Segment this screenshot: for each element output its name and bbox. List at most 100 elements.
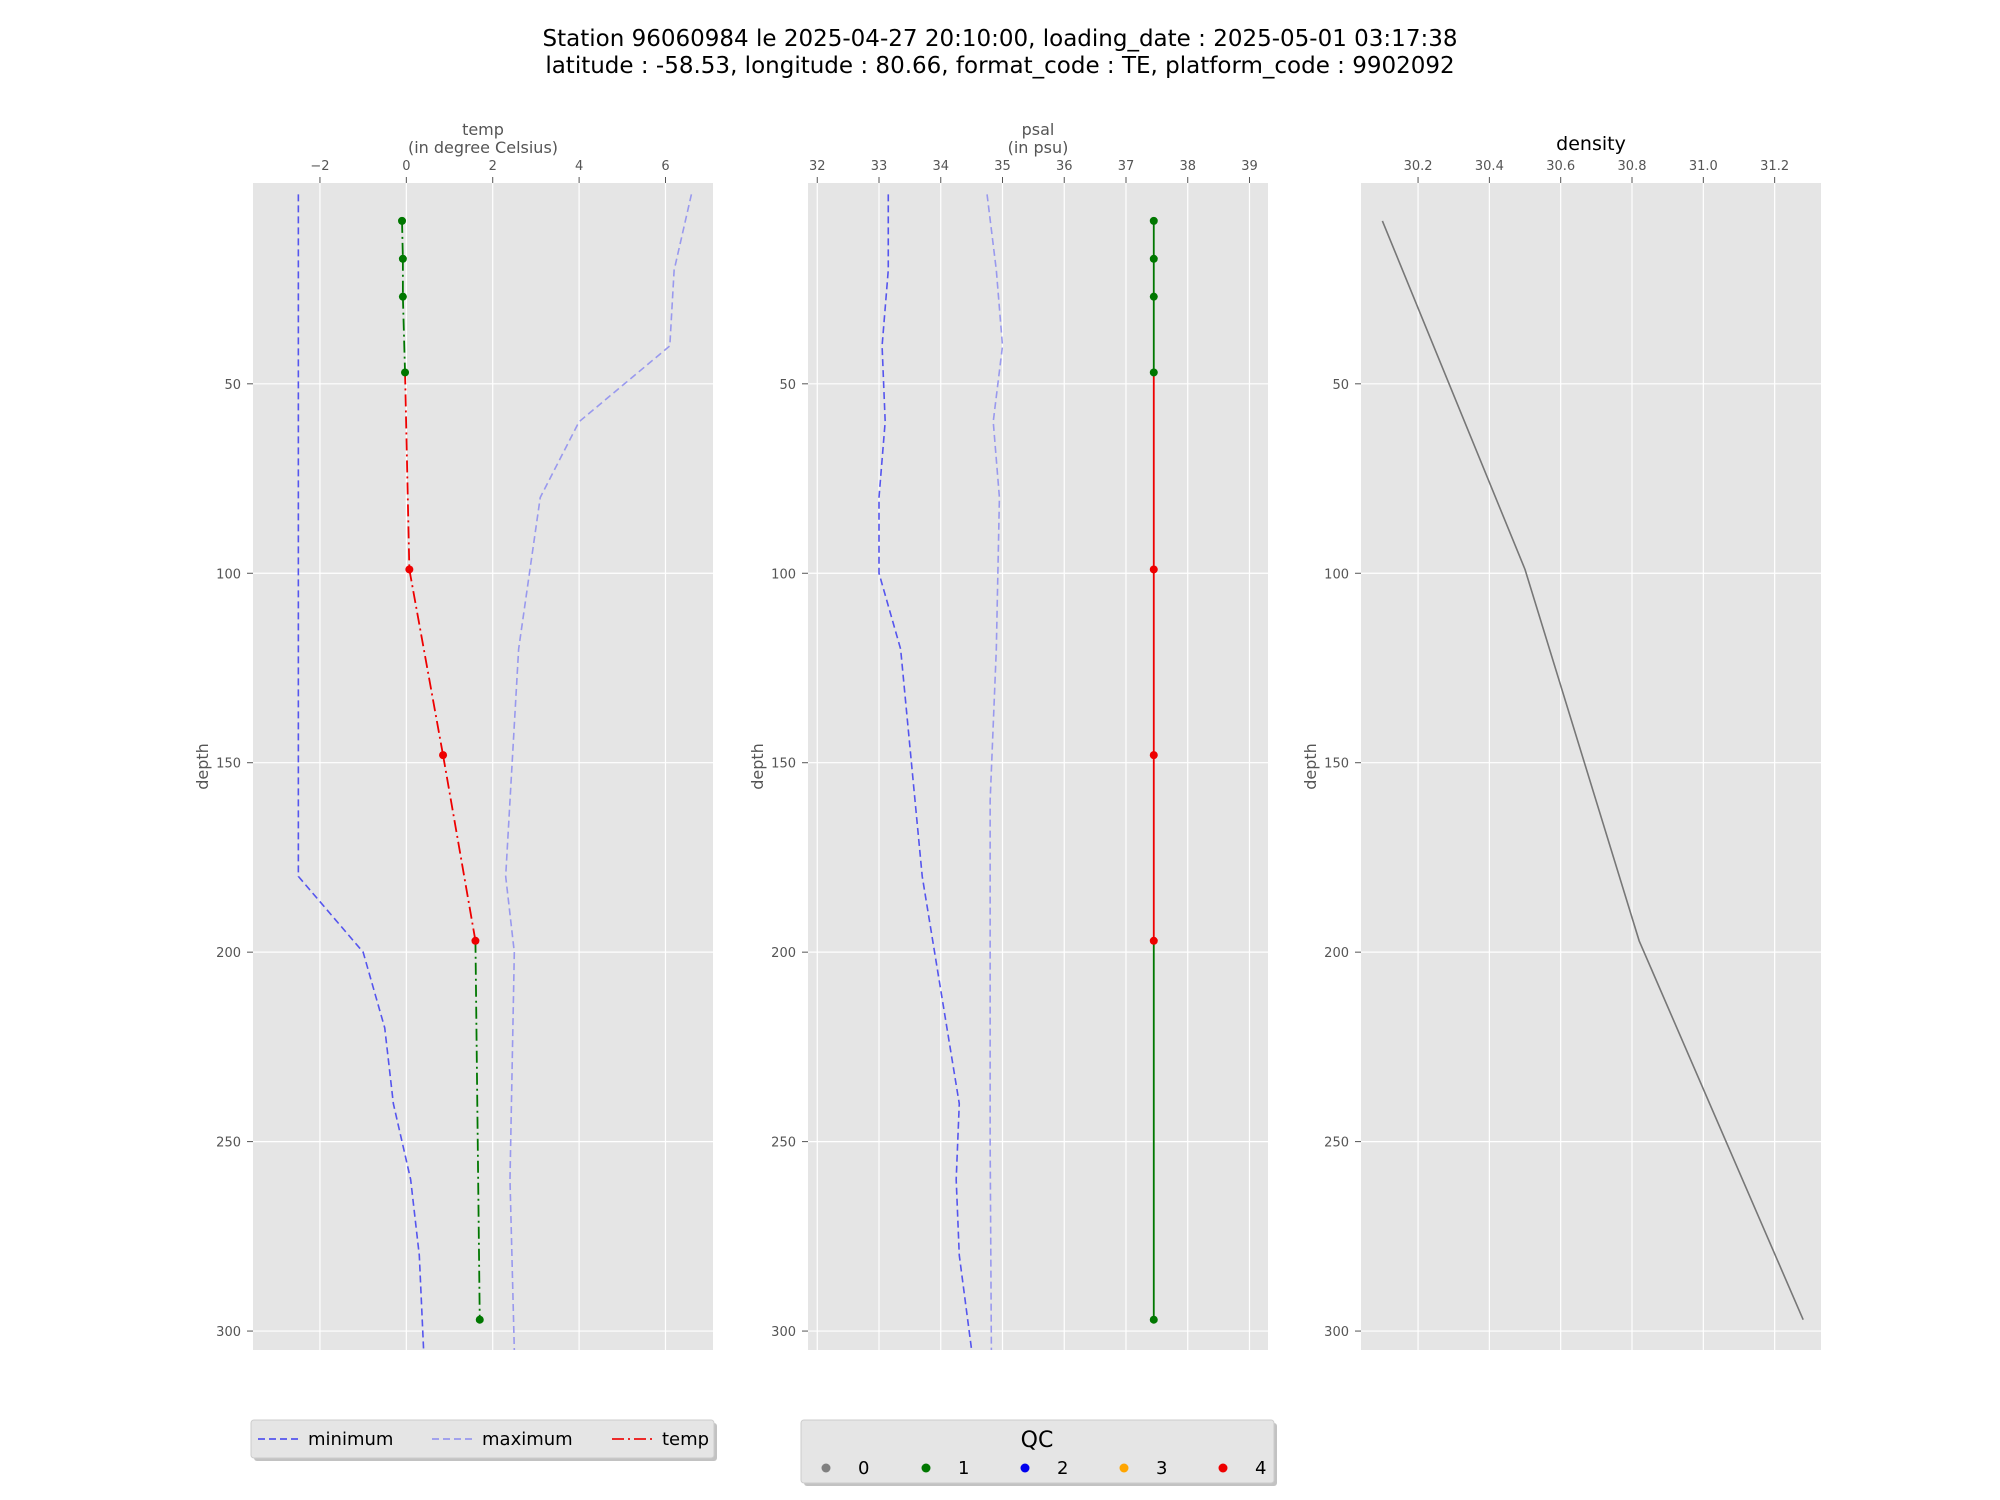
data-layer bbox=[878, 194, 1158, 1350]
x-tick-label: 30.2 bbox=[1404, 159, 1433, 174]
maximum-line bbox=[504, 194, 693, 1350]
legend-qc-title: QC bbox=[1021, 1428, 1054, 1453]
y-axis-label: depth bbox=[748, 743, 767, 790]
plot-area bbox=[808, 183, 1268, 1350]
figure-title-line1: Station 96060984 le 2025-04-27 20:10:00,… bbox=[542, 26, 1458, 52]
x-tick-label: 6 bbox=[661, 159, 669, 174]
legend-qc-marker-1 bbox=[921, 1463, 931, 1473]
series-line bbox=[1381, 220, 1804, 1321]
maximum-line bbox=[986, 194, 1004, 1350]
panel-title: density bbox=[1556, 133, 1626, 155]
y-tick-label: 300 bbox=[1324, 1325, 1349, 1340]
y-tick-label: 300 bbox=[771, 1325, 796, 1340]
psal-point bbox=[1149, 1315, 1158, 1324]
y-tick-label: 50 bbox=[224, 378, 241, 393]
x-tick-label: 31.0 bbox=[1689, 159, 1718, 174]
x-tick-label: 2 bbox=[489, 159, 497, 174]
y-tick-label: 100 bbox=[216, 567, 241, 582]
x-tick-label: 35 bbox=[994, 159, 1011, 174]
temp-point bbox=[439, 751, 448, 760]
x-tick-label: 34 bbox=[932, 159, 949, 174]
legend-box bbox=[800, 1419, 1275, 1484]
x-axis-label: temp bbox=[462, 120, 504, 139]
legend-qc-label-1: 1 bbox=[958, 1458, 969, 1479]
temp-point bbox=[398, 216, 407, 225]
y-tick-label: 50 bbox=[779, 378, 796, 393]
x-tick-label: 32 bbox=[809, 159, 826, 174]
legend-qc: QC 0 1 2 3 4 bbox=[800, 1419, 1277, 1486]
y-tick-label: 200 bbox=[1324, 946, 1349, 961]
temp-point bbox=[398, 292, 407, 301]
temp-point bbox=[401, 368, 410, 377]
y-axis-label: depth bbox=[1301, 743, 1320, 790]
y-tick-label: 250 bbox=[771, 1136, 796, 1151]
legend-label-temp: temp bbox=[662, 1429, 709, 1450]
data-layer bbox=[297, 194, 693, 1350]
y-tick-label: 250 bbox=[1324, 1136, 1349, 1151]
minimum-line bbox=[878, 194, 973, 1350]
legend-qc-label-3: 3 bbox=[1156, 1458, 1167, 1479]
y-tick-label: 150 bbox=[216, 757, 241, 772]
legend-label-maximum: maximum bbox=[482, 1429, 573, 1450]
y-tick-label: 250 bbox=[216, 1136, 241, 1151]
y-tick-label: 300 bbox=[216, 1325, 241, 1340]
data-layer bbox=[1381, 220, 1804, 1321]
y-tick-label: 200 bbox=[771, 946, 796, 961]
x-tick-label: 37 bbox=[1118, 159, 1135, 174]
legend-label-minimum: minimum bbox=[308, 1429, 393, 1450]
y-tick-label: 150 bbox=[1324, 757, 1349, 772]
temp-segment bbox=[401, 220, 404, 259]
temp-point bbox=[471, 936, 480, 945]
plot-area bbox=[1361, 183, 1821, 1350]
y-tick-label: 50 bbox=[1332, 378, 1349, 393]
y-tick-label: 100 bbox=[771, 567, 796, 582]
temp-segment bbox=[404, 372, 411, 570]
plot-area bbox=[253, 183, 713, 1350]
x-tick-label: 39 bbox=[1241, 159, 1258, 174]
legend-series: minimum maximum temp bbox=[250, 1419, 717, 1461]
y-tick-label: 150 bbox=[771, 757, 796, 772]
temp-point bbox=[398, 254, 407, 263]
x-tick-label: 30.6 bbox=[1546, 159, 1575, 174]
x-tick-label: 36 bbox=[1056, 159, 1073, 174]
x-axis-label: psal bbox=[1022, 120, 1055, 139]
figure-title-line2: latitude : -58.53, longitude : 80.66, fo… bbox=[545, 53, 1455, 79]
legend-box bbox=[250, 1419, 715, 1459]
temp-point bbox=[475, 1315, 484, 1324]
panel-psal: 32 33 34 35 36 37 38 39 50 100 150 200 250 300 depth ps… bbox=[748, 120, 1268, 1350]
legend-qc-marker-0 bbox=[821, 1463, 831, 1473]
y-axis-label: depth bbox=[193, 743, 212, 790]
psal-point bbox=[1149, 936, 1158, 945]
x-tick-label: 4 bbox=[575, 159, 583, 174]
psal-point bbox=[1149, 216, 1158, 225]
x-tick-label: 30.8 bbox=[1618, 159, 1647, 174]
y-tick-label: 100 bbox=[1324, 567, 1349, 582]
legend-qc-label-2: 2 bbox=[1057, 1458, 1068, 1479]
temp-segment bbox=[442, 754, 477, 941]
temp-point bbox=[405, 565, 414, 574]
y-tick-label: 200 bbox=[216, 946, 241, 961]
x-tick-label: 30.4 bbox=[1475, 159, 1504, 174]
legend-qc-label-4: 4 bbox=[1255, 1458, 1266, 1479]
minimum-line bbox=[297, 194, 425, 1350]
psal-point bbox=[1149, 292, 1158, 301]
panel-temp: −2 0 2 4 6 50 100 150 200 250 300 depth temp(in degr… bbox=[193, 120, 713, 1350]
psal-point bbox=[1149, 368, 1158, 377]
temp-segment bbox=[474, 940, 481, 1320]
temp-segment bbox=[408, 569, 444, 756]
legend-qc-marker-2 bbox=[1020, 1463, 1030, 1473]
x-tick-label: 33 bbox=[871, 159, 888, 174]
panel-density: 30.2 30.4 30.6 30.8 31.0 31.2 50 100 150 200 250 30… bbox=[1301, 133, 1821, 1350]
x-axis-label: (in degree Celsius) bbox=[408, 138, 558, 157]
legend-qc-marker-3 bbox=[1119, 1463, 1129, 1473]
x-tick-label: 38 bbox=[1179, 159, 1196, 174]
x-tick-label: 0 bbox=[402, 159, 410, 174]
legend-qc-marker-4 bbox=[1218, 1463, 1228, 1473]
x-tick-label: 31.2 bbox=[1760, 159, 1789, 174]
psal-point bbox=[1149, 565, 1158, 574]
x-tick-label: −2 bbox=[310, 159, 329, 174]
legend-qc-label-0: 0 bbox=[858, 1458, 869, 1479]
psal-point bbox=[1149, 751, 1158, 760]
